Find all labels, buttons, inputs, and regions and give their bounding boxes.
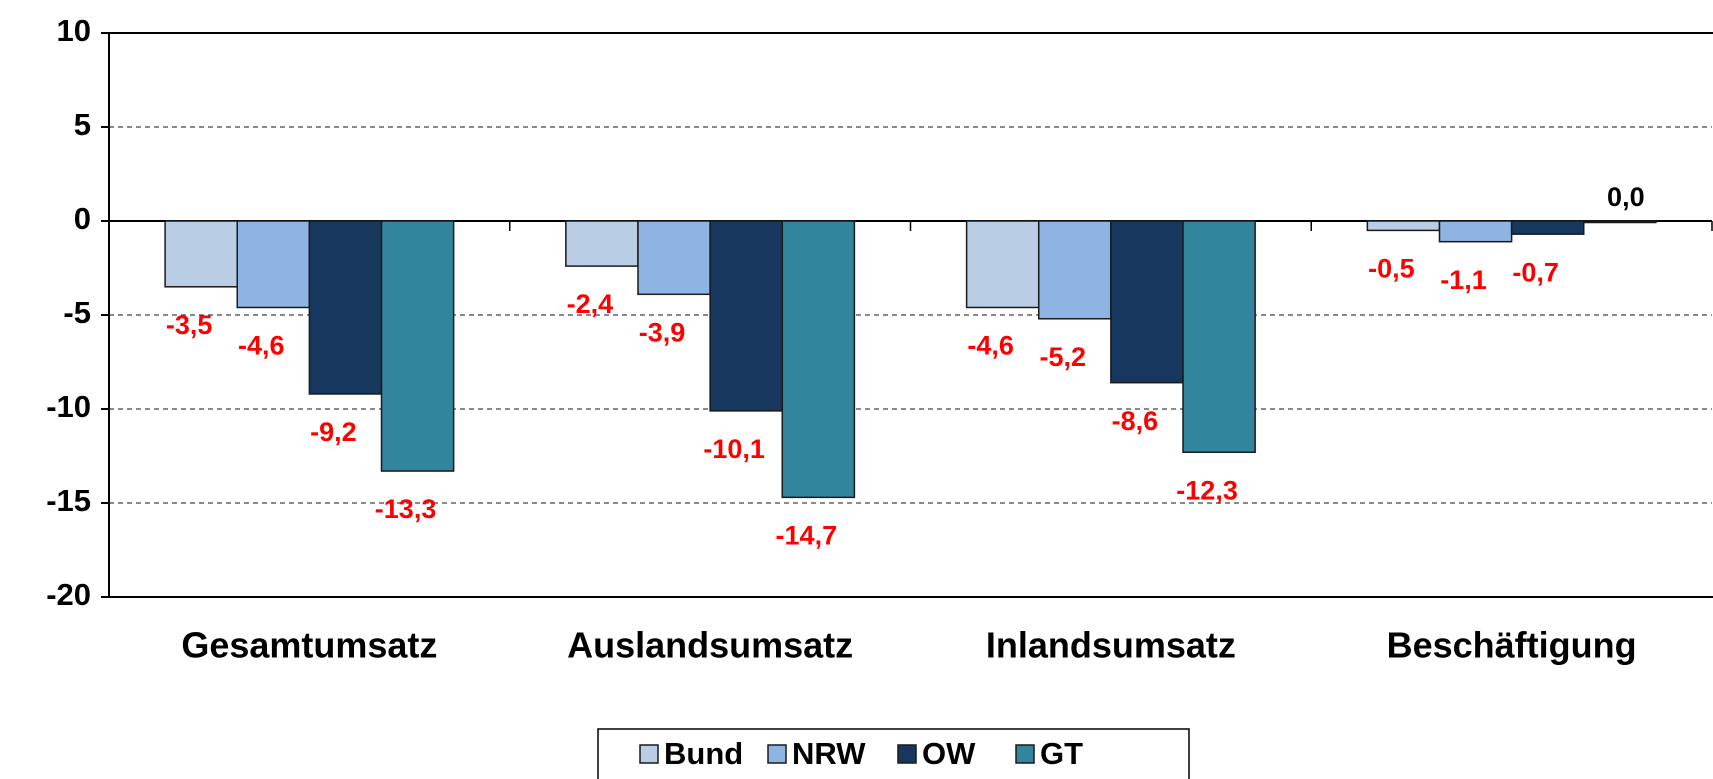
legend-label: Bund <box>664 736 743 771</box>
legend-swatch <box>1015 744 1035 764</box>
data-label: -2,4 <box>567 289 614 319</box>
x-tick-label: Gesamtumsatz <box>181 625 437 666</box>
x-tick-label: Inlandsumsatz <box>986 625 1236 666</box>
bar <box>1182 220 1256 453</box>
data-label: -10,1 <box>703 434 765 464</box>
bar <box>308 220 383 395</box>
bar <box>236 220 311 309</box>
y-tick-label: -10 <box>46 389 91 424</box>
bar <box>1583 220 1657 224</box>
x-tick-label: Auslandsumsatz <box>567 625 853 666</box>
y-tick-label: -5 <box>63 295 91 330</box>
bar <box>709 220 784 412</box>
x-tick-label: Beschäftigung <box>1387 625 1637 666</box>
data-label: -5,2 <box>1040 342 1087 372</box>
bar <box>1037 220 1112 320</box>
data-label: -13,3 <box>375 494 437 524</box>
data-label: -9,2 <box>310 417 357 447</box>
data-label: -1,1 <box>1440 265 1487 295</box>
y-tick-label: -20 <box>46 577 91 612</box>
data-label: -4,6 <box>967 331 1014 361</box>
bar <box>380 220 455 472</box>
bar <box>965 220 1040 309</box>
legend-label: NRW <box>792 736 866 771</box>
data-label: -3,9 <box>639 317 686 347</box>
bar <box>1110 220 1184 384</box>
legend-label: OW <box>922 736 976 771</box>
bar <box>637 220 711 296</box>
plot-frame <box>108 32 1713 598</box>
legend-swatch <box>767 744 787 764</box>
legend-label: GT <box>1040 736 1083 771</box>
bar <box>164 220 238 288</box>
y-tick-label: 10 <box>57 13 91 48</box>
y-tick-label: 5 <box>74 107 91 142</box>
data-label: -8,6 <box>1112 406 1159 436</box>
data-label: -0,7 <box>1512 257 1559 287</box>
y-tick-label: -15 <box>46 483 91 518</box>
bar <box>1366 220 1441 232</box>
data-label: 0,0 <box>1607 182 1645 212</box>
y-tick-label: 0 <box>74 201 91 236</box>
bar <box>1438 220 1513 243</box>
data-label: -14,7 <box>776 520 838 550</box>
data-label: -12,3 <box>1176 475 1238 505</box>
data-label: -3,5 <box>166 310 213 340</box>
legend-box <box>597 728 1190 779</box>
legend-swatch <box>639 744 659 764</box>
bar <box>565 220 639 267</box>
data-label: -0,5 <box>1368 254 1415 284</box>
legend-swatch <box>897 744 917 764</box>
data-label: -4,6 <box>238 331 285 361</box>
bar <box>781 220 856 499</box>
bar <box>1510 220 1585 235</box>
